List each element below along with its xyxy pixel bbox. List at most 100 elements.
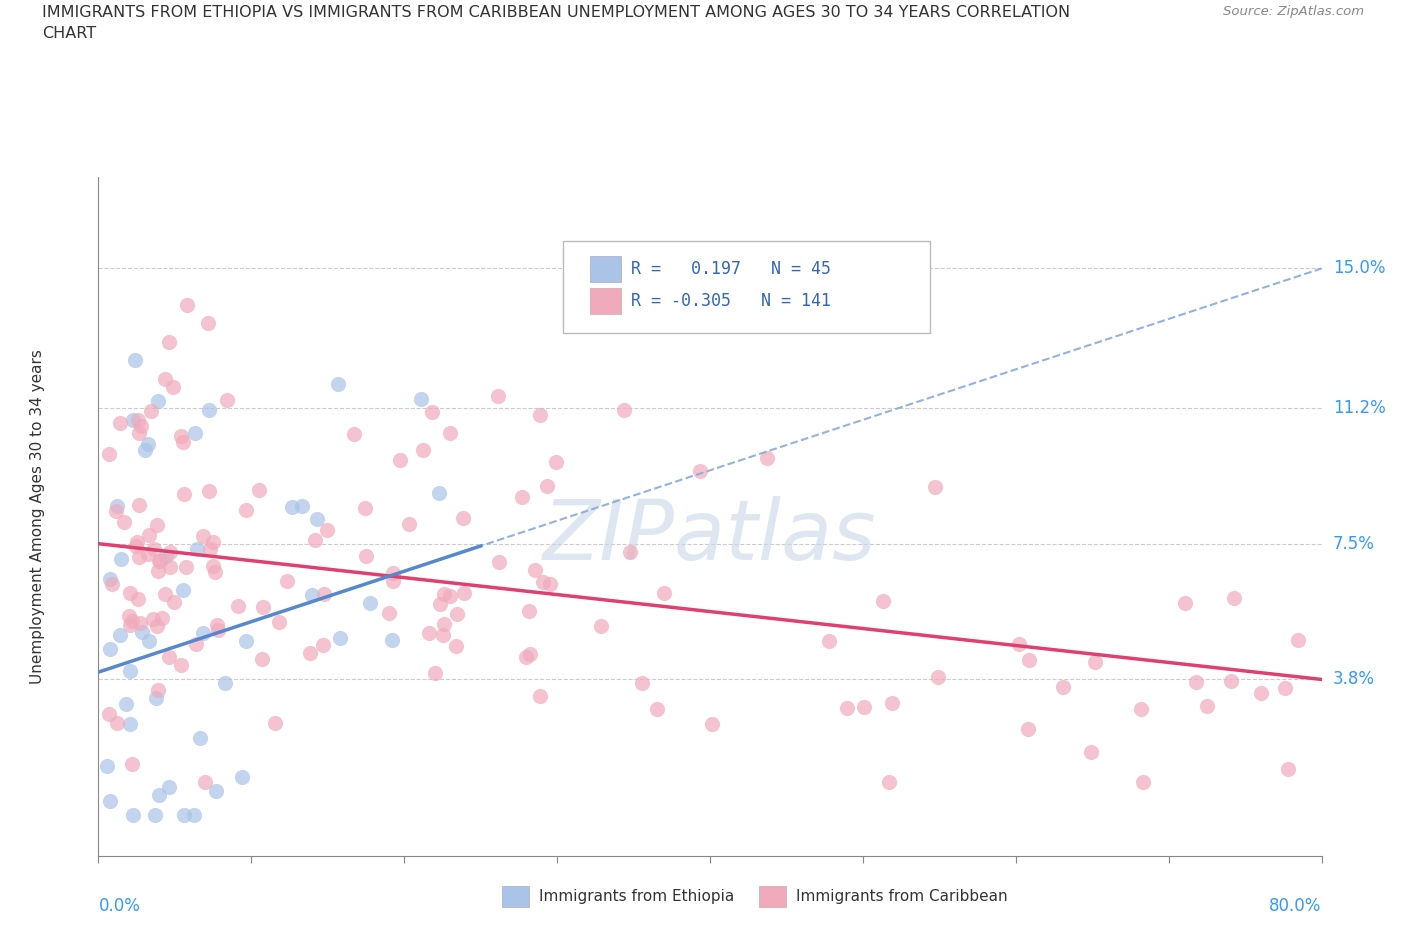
- Text: Immigrants from Caribbean: Immigrants from Caribbean: [796, 889, 1007, 904]
- Text: Source: ZipAtlas.com: Source: ZipAtlas.com: [1223, 5, 1364, 18]
- Point: [138, 528, 160, 543]
- Point: [127, 413, 149, 428]
- Point: [145, 518, 167, 533]
- Point: [269, 615, 291, 630]
- Point: [191, 528, 214, 543]
- Text: 15.0%: 15.0%: [1333, 259, 1385, 277]
- Point: [314, 586, 336, 601]
- Point: [153, 371, 176, 386]
- Point: [142, 612, 165, 627]
- Point: [1223, 591, 1246, 605]
- Point: [377, 605, 399, 620]
- Point: [98, 446, 121, 461]
- Point: [174, 560, 197, 575]
- Point: [1017, 722, 1039, 737]
- Point: [184, 637, 207, 652]
- Point: [128, 498, 150, 512]
- Point: [96, 759, 118, 774]
- Point: [107, 499, 129, 514]
- Point: [129, 418, 152, 433]
- Point: [235, 633, 257, 648]
- Point: [927, 670, 949, 684]
- Point: [110, 551, 132, 566]
- Point: [169, 658, 191, 672]
- Point: [101, 577, 124, 591]
- Point: [1018, 653, 1040, 668]
- Point: [226, 598, 249, 613]
- Point: [97, 706, 120, 721]
- Point: [148, 564, 170, 578]
- Point: [524, 563, 547, 578]
- Point: [515, 650, 537, 665]
- Point: [163, 594, 186, 609]
- Point: [136, 436, 159, 451]
- Point: [529, 689, 551, 704]
- Point: [184, 426, 207, 441]
- Point: [880, 696, 903, 711]
- Point: [124, 352, 146, 367]
- Point: [139, 404, 162, 418]
- Point: [631, 675, 654, 690]
- Point: [276, 574, 298, 589]
- Point: [1080, 744, 1102, 759]
- Point: [145, 618, 167, 633]
- Point: [1197, 698, 1219, 713]
- Point: [197, 316, 219, 331]
- Point: [301, 587, 323, 602]
- Point: [110, 628, 132, 643]
- Point: [115, 697, 138, 711]
- Point: [488, 554, 510, 569]
- Point: [305, 512, 328, 526]
- FancyBboxPatch shape: [564, 241, 931, 333]
- Point: [162, 379, 184, 394]
- Text: 11.2%: 11.2%: [1333, 399, 1385, 417]
- Point: [342, 427, 364, 442]
- Point: [700, 717, 723, 732]
- Point: [172, 435, 194, 450]
- Text: R =   0.197   N = 45: R = 0.197 N = 45: [630, 260, 831, 278]
- Point: [818, 633, 841, 648]
- Point: [353, 500, 375, 515]
- Point: [591, 618, 613, 633]
- Point: [291, 498, 314, 513]
- Point: [148, 553, 170, 568]
- Point: [105, 503, 128, 518]
- Point: [356, 549, 378, 564]
- Point: [98, 642, 121, 657]
- Point: [316, 523, 339, 538]
- Point: [529, 408, 551, 423]
- Point: [172, 582, 194, 597]
- Point: [439, 589, 461, 604]
- Point: [138, 633, 160, 648]
- Point: [170, 429, 193, 444]
- Point: [198, 483, 221, 498]
- Point: [173, 808, 195, 823]
- Point: [1129, 702, 1152, 717]
- Text: Unemployment Among Ages 30 to 34 years: Unemployment Among Ages 30 to 34 years: [30, 349, 45, 684]
- Point: [329, 631, 352, 645]
- Text: IMMIGRANTS FROM ETHIOPIA VS IMMIGRANTS FROM CARIBBEAN UNEMPLOYMENT AMONG AGES 30: IMMIGRANTS FROM ETHIOPIA VS IMMIGRANTS F…: [42, 5, 1070, 20]
- Point: [546, 455, 568, 470]
- Point: [145, 691, 167, 706]
- Point: [148, 393, 170, 408]
- Point: [207, 623, 229, 638]
- Point: [127, 591, 149, 606]
- Point: [136, 547, 159, 562]
- Point: [425, 666, 447, 681]
- Point: [131, 624, 153, 639]
- Point: [247, 483, 270, 498]
- FancyBboxPatch shape: [591, 256, 620, 282]
- Point: [202, 534, 225, 549]
- Point: [1185, 674, 1208, 689]
- Point: [359, 596, 381, 611]
- Point: [1250, 685, 1272, 700]
- Point: [128, 550, 150, 565]
- Point: [1220, 673, 1243, 688]
- Point: [142, 541, 165, 556]
- Text: 80.0%: 80.0%: [1270, 897, 1322, 915]
- Point: [613, 403, 636, 418]
- Point: [1008, 636, 1031, 651]
- Point: [159, 545, 181, 560]
- Point: [312, 638, 335, 653]
- Point: [1174, 596, 1197, 611]
